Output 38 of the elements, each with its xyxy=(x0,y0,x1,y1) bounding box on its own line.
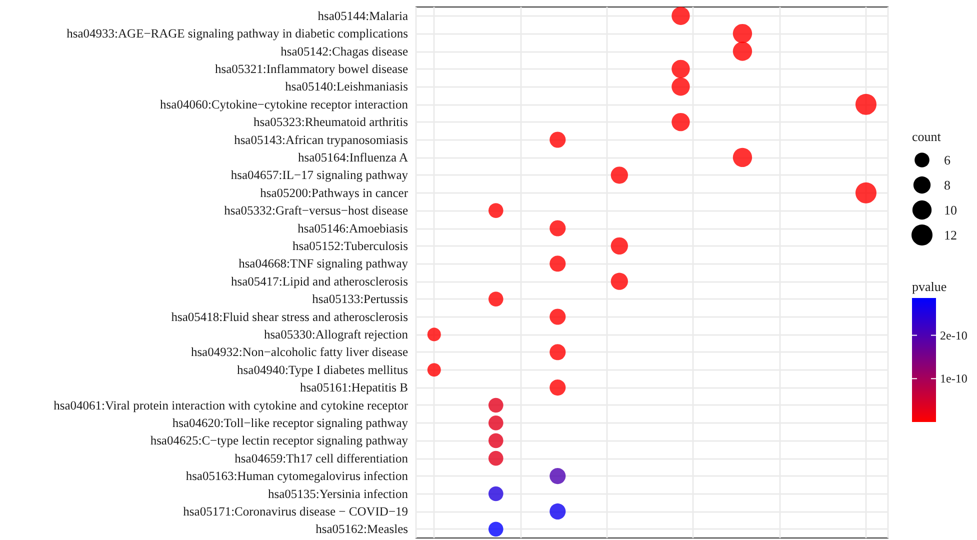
y-tick-label: hsa04625:C−type lectin receptor signaling pathway xyxy=(150,434,409,448)
y-tick-label: hsa05321:Inflammatory bowel disease xyxy=(214,62,408,76)
y-tick-label: hsa05332:Graft−versus−host disease xyxy=(224,204,408,218)
y-tick-label: hsa05152:Tuberculosis xyxy=(292,238,408,253)
y-tick-label: hsa05330:Allograft rejection xyxy=(264,327,409,342)
y-tick-label: hsa05146:Amoebiasis xyxy=(298,221,408,236)
color-bar-title: pvalue xyxy=(912,279,947,294)
y-tick-label: hsa05143:African trypanosomiasis xyxy=(234,132,408,147)
legend-label: 10 xyxy=(944,202,957,218)
y-tick-label: hsa04940:Type I diabetes mellitus xyxy=(237,362,408,377)
y-tick-label: hsa04061:Viral protein interaction with cytokine and cytokine receptor xyxy=(54,398,409,412)
y-tick-label: hsa05161:Hepatitis B xyxy=(300,380,408,395)
y-tick-label: hsa04060:Cytokine−cytokine receptor interaction xyxy=(160,97,409,112)
legend-label: 8 xyxy=(944,178,950,192)
y-tick-label: hsa05163:Human cytomegalovirus infection xyxy=(186,469,409,484)
y-tick-label: hsa05162:Measles xyxy=(316,522,408,536)
y-tick-label: hsa05171:Coronavirus disease − COVID−19 xyxy=(183,504,408,518)
y-tick-label: hsa05140:Leishmaniasis xyxy=(285,80,408,94)
legend-label: 6 xyxy=(944,152,951,168)
y-tick-label: hsa05200:Pathways in cancer xyxy=(260,186,409,200)
y-tick-label: hsa05135:Yersinia infection xyxy=(268,486,409,501)
y-tick-label: hsa04659:Th17 cell differentiation xyxy=(234,451,409,466)
y-tick-label: hsa05418:Fluid shear stress and atherosclerosis xyxy=(171,310,408,324)
y-tick-label: hsa05133:Pertussis xyxy=(312,292,408,306)
y-tick-label: hsa05323:Rheumatoid arthritis xyxy=(254,115,408,130)
y-tick-label: hsa05417:Lipid and atherosclerosis xyxy=(230,274,408,288)
y-tick-label: hsa04657:IL−17 signaling pathway xyxy=(230,168,409,182)
color-bar-label: 2e-10 xyxy=(940,328,968,342)
y-tick-label: hsa04932:Non−alcoholic fatty liver disease xyxy=(190,345,408,360)
y-tick-label: hsa05144:Malaria xyxy=(318,8,408,23)
y-tick-label: hsa04933:AGE−RAGE signaling pathway in diabetic complications xyxy=(66,26,408,41)
legend-title: count xyxy=(912,129,942,144)
y-tick-label: hsa05142:Chagas disease xyxy=(280,44,408,58)
y-tick-label: hsa04620:Toll−like receptor signaling pathway xyxy=(172,416,409,430)
y-tick-label: hsa04668:TNF signaling pathway xyxy=(238,256,409,271)
legend-label: 12 xyxy=(944,228,957,242)
y-tick-label: hsa05164:Influenza A xyxy=(298,150,408,164)
color-bar-label: 1e-10 xyxy=(940,372,968,386)
